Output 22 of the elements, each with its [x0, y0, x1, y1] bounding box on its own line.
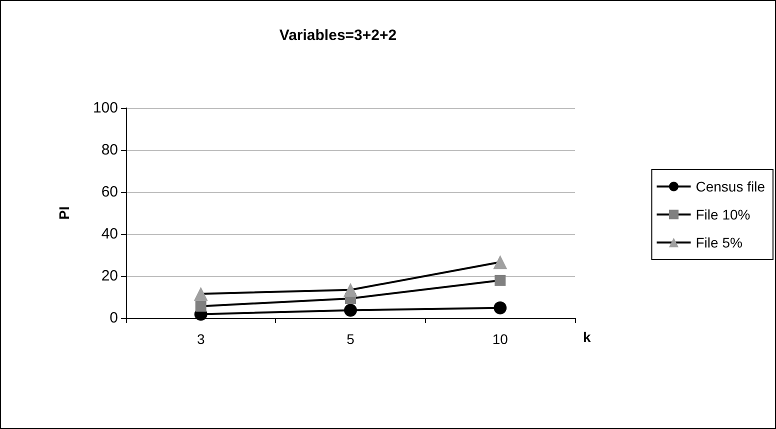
- x-tick-label: 10: [492, 331, 508, 347]
- y-tick-label: 80: [101, 142, 118, 158]
- point: [344, 282, 358, 297]
- x-tick-label: 3: [196, 331, 205, 347]
- point: [493, 255, 508, 270]
- point: [494, 274, 506, 286]
- y-tick-label: 20: [101, 268, 118, 284]
- x-axis-title: k: [583, 329, 591, 345]
- y-tick-label: 0: [110, 310, 118, 326]
- point: [344, 304, 357, 317]
- y-tick-label: 40: [101, 226, 118, 242]
- y-tick-label: 100: [92, 100, 118, 116]
- point: [194, 286, 208, 301]
- point: [494, 301, 507, 314]
- point: [195, 300, 206, 312]
- legend-label: File 10%: [696, 206, 750, 222]
- y-tick-label: 60: [101, 184, 118, 200]
- chart-title: Variables=3+2+2: [279, 27, 397, 44]
- y-axis-title: PI: [56, 206, 72, 220]
- legend-label: File 5%: [696, 234, 742, 250]
- x-tick-label: 5: [346, 331, 355, 347]
- legend-label: Census file: [696, 178, 766, 194]
